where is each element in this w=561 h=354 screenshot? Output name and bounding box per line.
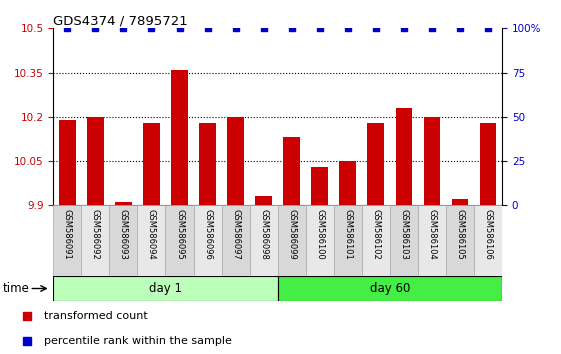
Bar bbox=[250, 205, 278, 276]
Bar bbox=[227, 117, 244, 205]
Text: GSM586097: GSM586097 bbox=[231, 209, 240, 260]
Text: GSM586091: GSM586091 bbox=[63, 209, 72, 259]
Bar bbox=[222, 205, 250, 276]
Bar bbox=[339, 161, 356, 205]
Bar bbox=[362, 205, 390, 276]
Text: GSM586094: GSM586094 bbox=[147, 209, 156, 259]
Text: percentile rank within the sample: percentile rank within the sample bbox=[44, 336, 231, 346]
Bar bbox=[424, 117, 440, 205]
Bar bbox=[137, 205, 165, 276]
Text: GSM586104: GSM586104 bbox=[427, 209, 436, 259]
Text: transformed count: transformed count bbox=[44, 311, 148, 321]
Bar bbox=[115, 202, 132, 205]
Text: GSM586101: GSM586101 bbox=[343, 209, 352, 259]
Text: GSM586095: GSM586095 bbox=[175, 209, 184, 259]
Text: GSM586093: GSM586093 bbox=[119, 209, 128, 260]
Text: GSM586098: GSM586098 bbox=[259, 209, 268, 260]
Text: GSM586106: GSM586106 bbox=[484, 209, 493, 260]
Bar bbox=[53, 276, 278, 301]
Bar bbox=[452, 199, 468, 205]
Bar bbox=[255, 196, 272, 205]
Text: GDS4374 / 7895721: GDS4374 / 7895721 bbox=[53, 14, 188, 27]
Text: time: time bbox=[3, 282, 30, 295]
Bar bbox=[474, 205, 502, 276]
Text: GSM586103: GSM586103 bbox=[399, 209, 408, 260]
Bar bbox=[143, 123, 160, 205]
Bar bbox=[199, 123, 216, 205]
Bar bbox=[278, 205, 306, 276]
Bar bbox=[53, 205, 81, 276]
Bar bbox=[418, 205, 446, 276]
Bar bbox=[396, 108, 412, 205]
Bar bbox=[446, 205, 474, 276]
Bar bbox=[480, 123, 496, 205]
Text: GSM586099: GSM586099 bbox=[287, 209, 296, 259]
Bar bbox=[390, 205, 418, 276]
Text: GSM586100: GSM586100 bbox=[315, 209, 324, 259]
Bar bbox=[165, 205, 194, 276]
Text: GSM586092: GSM586092 bbox=[91, 209, 100, 259]
Bar bbox=[194, 205, 222, 276]
Bar bbox=[171, 70, 188, 205]
Bar bbox=[306, 205, 334, 276]
Text: day 1: day 1 bbox=[149, 282, 182, 295]
Bar bbox=[334, 205, 362, 276]
Bar bbox=[87, 117, 104, 205]
Bar bbox=[59, 120, 76, 205]
Text: GSM586096: GSM586096 bbox=[203, 209, 212, 260]
Bar bbox=[81, 205, 109, 276]
Text: day 60: day 60 bbox=[370, 282, 410, 295]
Bar bbox=[311, 167, 328, 205]
Bar bbox=[367, 123, 384, 205]
Bar bbox=[283, 137, 300, 205]
Text: GSM586102: GSM586102 bbox=[371, 209, 380, 259]
Bar bbox=[109, 205, 137, 276]
Text: GSM586105: GSM586105 bbox=[456, 209, 465, 259]
Bar bbox=[278, 276, 502, 301]
